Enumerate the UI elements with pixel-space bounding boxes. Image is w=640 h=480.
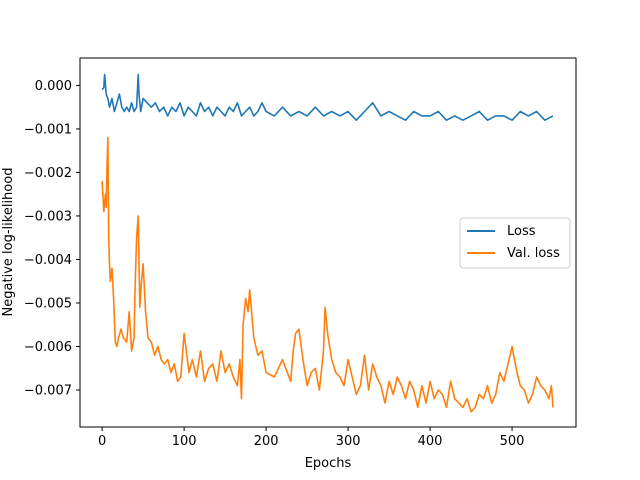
y-tick-label: 0.000 (35, 79, 72, 94)
plot-area-frame (79, 57, 577, 428)
x-axis-ticks: 0 100 200 300 400 500 (98, 427, 524, 449)
legend-label-loss: Loss (507, 224, 536, 239)
x-tick-label: 0 (98, 434, 106, 449)
y-tick-label: −0.007 (24, 384, 72, 399)
series-lines (101, 73, 554, 413)
y-tick-label: −0.006 (24, 340, 72, 355)
x-tick-label: 400 (418, 434, 443, 449)
y-axis-label: Negative log-likelihood (1, 168, 16, 317)
series-line-val-loss (101, 136, 554, 413)
x-tick-label: 300 (336, 434, 361, 449)
y-axis-ticks: 0.000 −0.001 −0.002 −0.003 −0.004 −0.005 −0.00… (24, 79, 80, 399)
series-line-loss (101, 73, 554, 121)
x-tick-label: 200 (254, 434, 279, 449)
legend-label-val-loss: Val. loss (507, 246, 560, 261)
y-tick-label: −0.002 (24, 166, 72, 181)
x-axis-label: Epochs (305, 456, 352, 471)
y-tick-label: −0.001 (24, 122, 72, 137)
x-tick-label: 500 (500, 434, 525, 449)
y-tick-label: −0.004 (24, 253, 72, 268)
y-tick-label: −0.005 (24, 296, 72, 311)
y-tick-label: −0.003 (24, 209, 72, 224)
x-tick-label: 100 (172, 434, 197, 449)
legend: Loss Val. loss (459, 217, 571, 269)
